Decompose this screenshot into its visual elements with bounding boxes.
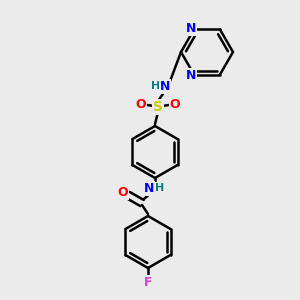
Text: H: H <box>152 81 160 91</box>
Text: N: N <box>186 22 196 35</box>
Text: F: F <box>144 275 152 289</box>
Text: O: O <box>118 185 128 199</box>
Text: S: S <box>153 100 163 114</box>
Text: O: O <box>136 98 146 110</box>
Text: O: O <box>170 98 180 110</box>
Text: N: N <box>144 182 154 194</box>
Text: N: N <box>186 69 196 82</box>
Text: H: H <box>155 183 165 193</box>
Text: N: N <box>160 80 170 92</box>
